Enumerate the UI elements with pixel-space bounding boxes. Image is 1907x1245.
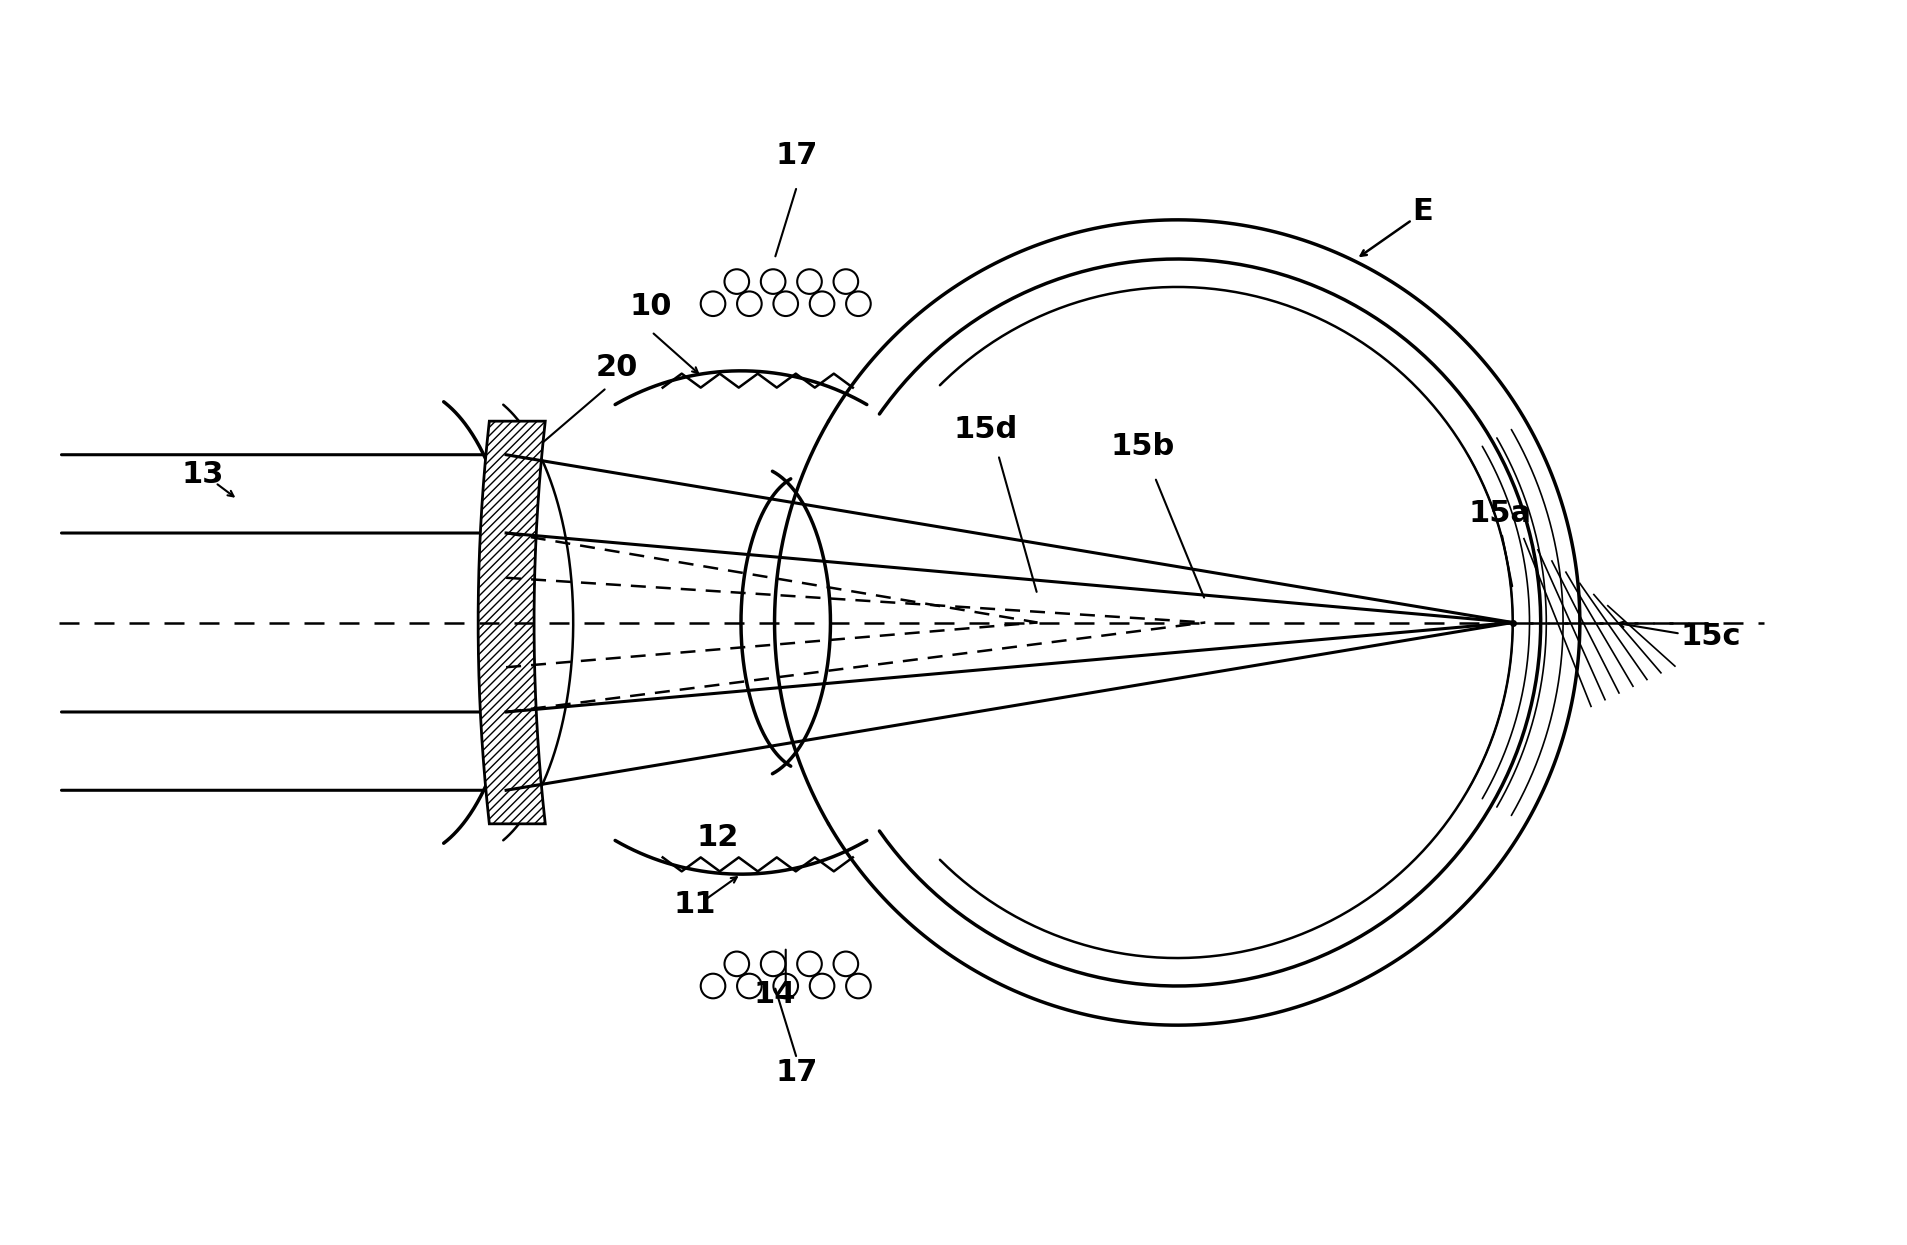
Text: 17: 17 <box>776 141 818 169</box>
Text: 10: 10 <box>629 291 671 321</box>
Text: 20: 20 <box>595 354 639 382</box>
Text: 15a: 15a <box>1468 499 1531 528</box>
Text: 11: 11 <box>673 890 717 919</box>
Text: 15d: 15d <box>954 415 1018 444</box>
Text: 14: 14 <box>753 980 795 1008</box>
Text: 13: 13 <box>181 459 225 489</box>
Text: 12: 12 <box>696 823 738 852</box>
Text: 17: 17 <box>776 1058 818 1087</box>
Text: E: E <box>1411 197 1432 225</box>
Text: 15c: 15c <box>1680 621 1741 651</box>
Text: 15b: 15b <box>1110 432 1175 461</box>
Polygon shape <box>479 421 545 824</box>
